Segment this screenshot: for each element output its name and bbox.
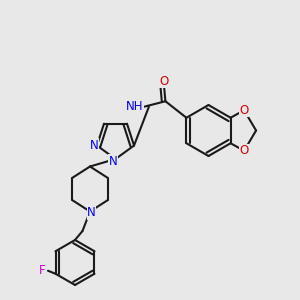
Text: N: N <box>87 206 96 220</box>
Text: N: N <box>109 155 118 168</box>
Text: O: O <box>239 104 249 117</box>
Text: NH: NH <box>125 100 143 113</box>
Text: O: O <box>159 75 169 88</box>
Text: F: F <box>39 264 45 277</box>
Text: N: N <box>90 139 98 152</box>
Text: O: O <box>239 144 249 157</box>
